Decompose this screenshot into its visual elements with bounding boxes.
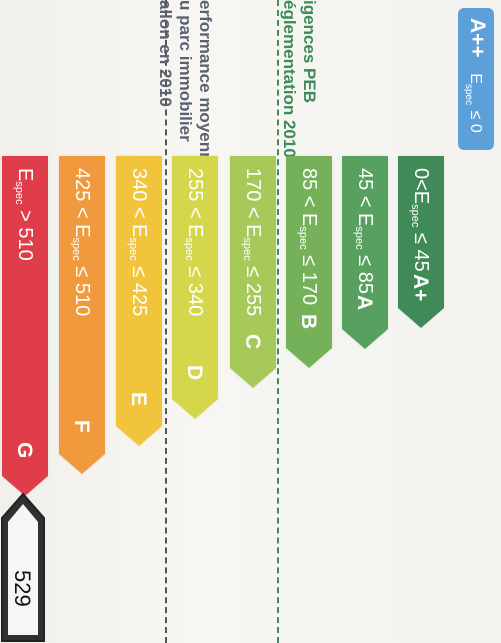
energy-band-d: 255 < Espec ≤ 340 D [172, 156, 218, 419]
band-range-subscript: spec [353, 226, 365, 250]
band-fill [398, 156, 444, 328]
band-letter: G [13, 442, 36, 459]
band-fill [342, 156, 388, 349]
band-range-subscript: spec [127, 237, 139, 261]
result-marker: 529 [0, 492, 46, 643]
band-range-suffix: ≤ 255 [242, 266, 264, 317]
band-range-subscript: spec [70, 237, 82, 261]
band-range-suffix: > 510 [14, 210, 36, 261]
band-range-subscript: spec [409, 204, 421, 228]
result-value: 529 [10, 570, 35, 607]
peb-requirement-divider [277, 0, 279, 643]
energy-band-f: 425 < Espec ≤ 510 F [59, 156, 105, 474]
peb-header-line-1: igences PEB [300, 0, 319, 103]
energy-band-c: 170 < Espec ≤ 255 C [230, 156, 276, 388]
perf-header-line-1: erformance moyenne [196, 0, 215, 172]
band-range-text: 170 < Espec ≤ 255 [241, 168, 264, 316]
band-range-suffix: ≤ 340 [184, 266, 206, 317]
band-shape [398, 156, 444, 328]
band-range-text: 425 < Espec ≤ 510 [70, 168, 93, 316]
peb-header-line-2: églementation 2010 [280, 0, 299, 158]
band-range-subscript: spec [183, 237, 195, 261]
band-fill [2, 156, 48, 496]
average-performance-header: erformance moyenne u parc immobilier all… [155, 0, 215, 172]
badge-condition-sub: spec [463, 83, 474, 106]
band-letter: C [241, 334, 264, 350]
a-plus-plus-badge: A++ Espec ≤ 0 [458, 8, 494, 150]
band-range-text: 85 < Espec ≤ 170 [297, 168, 320, 305]
band-range-suffix: ≤ 85 [354, 255, 376, 294]
band-range-prefix: E [14, 168, 36, 182]
band-shape [230, 156, 276, 388]
band-range-text: 255 < Espec ≤ 340 [183, 168, 206, 316]
average-performance-divider [165, 0, 167, 643]
band-range-text: 45 < Espec ≤ 85 [353, 168, 376, 294]
energy-band-g: Espec > 510 G [2, 156, 48, 496]
band-range-prefix: 255 < E [184, 168, 206, 238]
band-shape [286, 156, 332, 368]
band-letter: F [70, 420, 93, 433]
band-shape [2, 156, 48, 496]
peb-requirements-header: igences PEB églementation 2010 [279, 0, 319, 158]
band-letter: A+ [409, 274, 432, 302]
band-letter: A [353, 295, 376, 311]
band-range-prefix: 170 < E [242, 168, 264, 238]
band-range-suffix: ≤ 425 [128, 266, 150, 317]
badge-text: A++ Espec ≤ 0 [463, 18, 489, 133]
band-fill [59, 156, 105, 474]
band-letter: E [127, 392, 150, 407]
band-range-subscript: spec [297, 226, 309, 250]
energy-band-b: 85 < Espec ≤ 170 B [286, 156, 332, 368]
band-fill [230, 156, 276, 388]
band-shape [172, 156, 218, 419]
band-fill [286, 156, 332, 368]
band-range-suffix: ≤ 510 [71, 266, 93, 317]
band-range-text: 0<Espec ≤ 45 [409, 168, 432, 272]
badge-label: A++ [466, 18, 489, 58]
band-range-prefix: 85 < E [298, 168, 320, 227]
band-letter: B [297, 314, 320, 330]
band-range-text: Espec > 510 [13, 168, 36, 261]
band-range-prefix: 425 < E [71, 168, 93, 238]
band-fill [172, 156, 218, 419]
band-letter: D [183, 365, 206, 381]
energy-band-a: 45 < Espec ≤ 85 A [342, 156, 388, 349]
badge-condition: E [467, 73, 484, 84]
band-range-subscript: spec [241, 237, 253, 261]
energy-band-e: 340 < Espec ≤ 425 E [116, 156, 162, 446]
band-range-subscript: spec [13, 181, 25, 205]
badge-condition-tail: ≤ 0 [467, 110, 484, 133]
band-range-suffix: ≤ 170 [298, 255, 320, 306]
band-range-suffix: ≤ 45 [410, 232, 432, 272]
band-fill [116, 156, 162, 446]
band-shape [59, 156, 105, 474]
band-shape [116, 156, 162, 446]
energy-band-a-plus: 0<Espec ≤ 45 A+ [398, 156, 444, 328]
band-range-prefix: 0<E [410, 168, 432, 205]
band-range-prefix: 340 < E [128, 168, 150, 238]
result-marker-shape [1, 492, 45, 642]
perf-header-line-3: allon en 2010 [156, 0, 175, 107]
perf-header-line-2: u parc immobilier [176, 0, 195, 142]
band-range-text: 340 < Espec ≤ 425 [127, 168, 150, 316]
band-range-prefix: 45 < E [354, 168, 376, 227]
band-shape [342, 156, 388, 349]
